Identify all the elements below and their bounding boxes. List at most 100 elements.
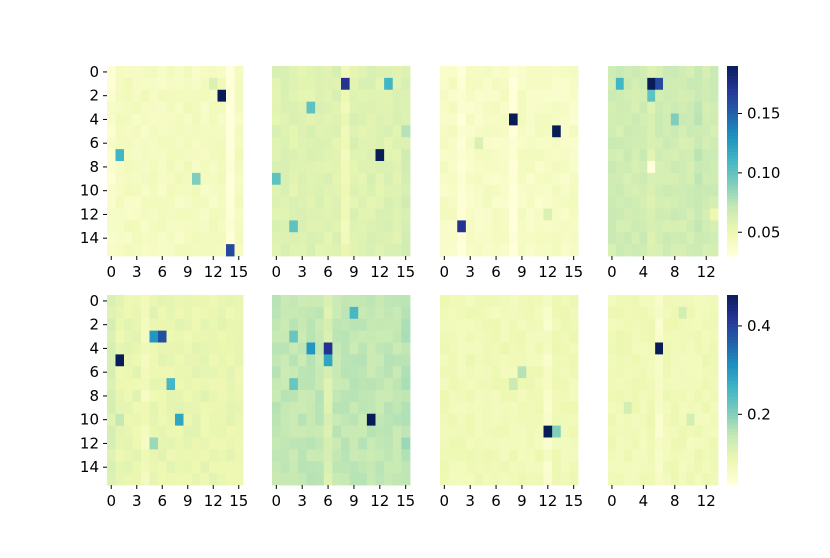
heatmap-cell bbox=[149, 425, 159, 438]
heatmap-cell bbox=[315, 184, 325, 198]
heatmap-cell bbox=[526, 425, 536, 438]
heatmap-cell bbox=[115, 77, 125, 91]
colorbar-segment bbox=[727, 85, 738, 89]
heatmap-cell bbox=[534, 354, 544, 367]
heatmap-cell bbox=[375, 437, 385, 450]
heatmap-cell bbox=[280, 208, 290, 221]
heatmap-cell bbox=[615, 101, 625, 114]
heatmap-cell bbox=[678, 342, 687, 355]
heatmap-cell bbox=[491, 425, 501, 438]
heatmap-cell bbox=[358, 366, 368, 379]
heatmap-cell bbox=[401, 461, 411, 474]
heatmap-cell bbox=[694, 161, 703, 174]
heatmap-cell bbox=[655, 449, 664, 462]
heatmap-cell bbox=[392, 196, 402, 209]
heatmap-cell bbox=[639, 366, 648, 379]
heatmap-cell bbox=[158, 125, 167, 138]
heatmap-cell bbox=[440, 184, 450, 198]
heatmap-cell bbox=[694, 295, 703, 308]
heatmap-cell bbox=[192, 137, 201, 150]
heatmap-cell bbox=[474, 354, 484, 367]
heatmap-cell bbox=[500, 461, 510, 474]
heatmap-cell bbox=[560, 172, 570, 186]
colorbar-segment bbox=[727, 440, 738, 445]
heatmap-cell bbox=[375, 318, 385, 332]
heatmap-cell bbox=[132, 161, 142, 174]
heatmap-cell bbox=[663, 437, 672, 450]
heatmap-cell bbox=[217, 77, 227, 91]
heatmap-cell bbox=[686, 125, 695, 138]
heatmap-cell bbox=[500, 366, 510, 379]
heatmap-cell bbox=[623, 318, 632, 332]
heatmap-cell bbox=[158, 101, 167, 114]
heatmap-cell bbox=[272, 125, 282, 138]
heatmap-cell bbox=[694, 113, 703, 126]
heatmap-cell bbox=[639, 330, 648, 343]
heatmap-cell bbox=[332, 378, 342, 391]
heatmap-cell bbox=[491, 125, 501, 138]
heatmap-cell bbox=[315, 66, 325, 79]
heatmap-cell bbox=[543, 413, 553, 427]
heatmap-cell bbox=[639, 390, 648, 403]
heatmap-cell bbox=[702, 184, 711, 198]
heatmap-cell bbox=[166, 354, 176, 367]
colorbar-segment bbox=[727, 123, 738, 127]
heatmap-cell bbox=[323, 401, 333, 415]
heatmap-cell bbox=[175, 66, 184, 79]
heatmap-cell bbox=[474, 149, 484, 162]
colorbar-segment bbox=[727, 211, 738, 216]
heatmap-cell bbox=[315, 437, 325, 450]
heatmap-cell bbox=[124, 125, 133, 138]
heatmap-cell bbox=[175, 366, 184, 379]
heatmap-cell bbox=[280, 461, 290, 474]
heatmap-cell bbox=[166, 425, 176, 438]
heatmap-cell bbox=[560, 89, 570, 103]
colorbar-segment bbox=[727, 154, 738, 159]
heatmap-cell bbox=[678, 401, 687, 415]
heatmap-cell bbox=[710, 306, 719, 320]
heatmap-cell bbox=[366, 172, 376, 186]
heatmap-cell bbox=[639, 113, 648, 126]
heatmap-cell bbox=[175, 295, 184, 308]
heatmap-cell bbox=[474, 101, 484, 114]
heatmap-cell bbox=[483, 330, 493, 343]
heatmap-cell bbox=[132, 232, 142, 245]
heatmap-cell bbox=[401, 208, 411, 221]
heatmap-cell bbox=[175, 125, 184, 138]
heatmap-cell bbox=[491, 101, 501, 114]
heatmap-cell bbox=[655, 208, 664, 221]
heatmap-cell bbox=[678, 461, 687, 474]
heatmap-cell bbox=[332, 461, 342, 474]
heatmap-cell bbox=[192, 306, 201, 320]
heatmap-cell bbox=[702, 89, 711, 103]
heatmap-cell bbox=[234, 330, 244, 343]
heatmap-cell bbox=[115, 390, 125, 403]
heatmap-cell bbox=[289, 461, 299, 474]
heatmap-cell bbox=[608, 437, 617, 450]
heatmap-cell bbox=[158, 244, 167, 257]
heatmap-cell bbox=[491, 306, 501, 320]
heatmap-cell bbox=[158, 113, 167, 126]
heatmap-cell bbox=[217, 244, 227, 257]
heatmap-cell bbox=[183, 449, 193, 462]
heatmap-cell bbox=[663, 161, 672, 174]
heatmap-cell bbox=[623, 89, 632, 103]
heatmap-cell bbox=[678, 330, 687, 343]
heatmap-cell bbox=[608, 295, 617, 308]
heatmap-cell bbox=[615, 113, 625, 126]
heatmap-cell bbox=[149, 378, 159, 391]
heatmap-cell bbox=[366, 330, 376, 343]
heatmap-cell bbox=[655, 137, 664, 150]
colorbar-segment bbox=[727, 437, 738, 442]
heatmap-cell bbox=[132, 66, 142, 79]
heatmap-cell bbox=[560, 390, 570, 403]
heatmap-cell bbox=[457, 342, 467, 355]
heatmap-cell bbox=[678, 413, 687, 427]
heatmap-cell bbox=[710, 461, 719, 474]
heatmap-cell bbox=[663, 425, 672, 438]
heatmap-cell bbox=[702, 449, 711, 462]
heatmap-cell bbox=[289, 473, 299, 486]
heatmap-cell bbox=[517, 113, 527, 126]
y-tick-label: 0 bbox=[89, 292, 99, 310]
colorbar-segment bbox=[727, 295, 738, 299]
